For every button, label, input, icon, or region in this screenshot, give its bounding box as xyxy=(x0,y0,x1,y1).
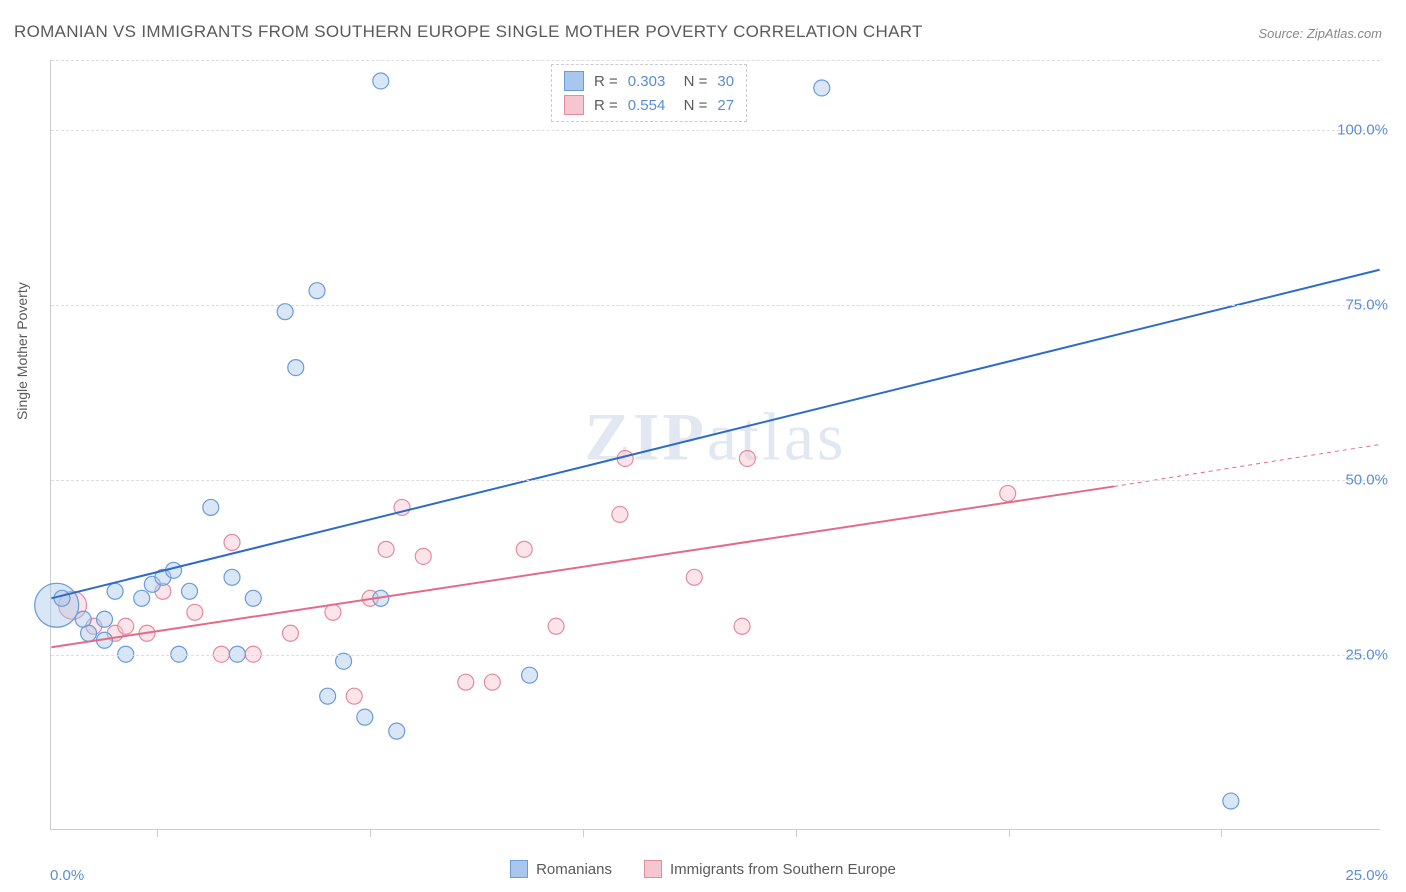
data-point xyxy=(1000,485,1016,501)
legend-series-label: Romanians xyxy=(536,861,612,878)
data-point xyxy=(107,583,123,599)
data-point xyxy=(118,618,134,634)
data-point xyxy=(245,590,261,606)
data-point xyxy=(522,667,538,683)
data-point xyxy=(1223,793,1239,809)
x-tick xyxy=(1221,829,1222,837)
x-tick xyxy=(1009,829,1010,837)
data-point xyxy=(282,625,298,641)
gridline xyxy=(51,655,1380,656)
x-tick xyxy=(796,829,797,837)
data-point xyxy=(203,499,219,515)
data-point xyxy=(484,674,500,690)
data-point xyxy=(277,304,293,320)
data-point xyxy=(320,688,336,704)
data-point xyxy=(182,583,198,599)
data-point xyxy=(346,688,362,704)
data-point xyxy=(97,611,113,627)
y-tick-label: 50.0% xyxy=(1345,472,1388,489)
data-point xyxy=(81,625,97,641)
data-point xyxy=(686,569,702,585)
data-point xyxy=(458,674,474,690)
trend-line-a xyxy=(51,270,1379,599)
data-point xyxy=(224,569,240,585)
data-point xyxy=(739,450,755,466)
source-label: Source: ZipAtlas.com xyxy=(1258,26,1382,41)
legend-swatch xyxy=(644,860,662,878)
data-point xyxy=(373,73,389,89)
data-point xyxy=(516,541,532,557)
data-point xyxy=(54,590,70,606)
y-tick-label: 25.0% xyxy=(1345,647,1388,664)
data-point xyxy=(357,709,373,725)
x-tick xyxy=(157,829,158,837)
y-tick-label: 100.0% xyxy=(1337,122,1388,139)
data-point xyxy=(378,541,394,557)
series-legend: Romanians Immigrants from Southern Europe xyxy=(0,860,1406,882)
data-point xyxy=(612,506,628,522)
data-point xyxy=(734,618,750,634)
data-point xyxy=(548,618,564,634)
plot-area: ZIPatlas R =0.303 N =30R =0.554 N =27 xyxy=(50,60,1380,830)
legend-item: Romanians xyxy=(510,860,612,878)
data-point xyxy=(814,80,830,96)
y-tick-label: 75.0% xyxy=(1345,297,1388,314)
data-point xyxy=(325,604,341,620)
x-tick xyxy=(370,829,371,837)
data-point xyxy=(415,548,431,564)
data-point xyxy=(309,283,325,299)
scatter-svg xyxy=(51,60,1380,829)
gridline xyxy=(51,305,1380,306)
data-point xyxy=(187,604,203,620)
data-point xyxy=(389,723,405,739)
gridline xyxy=(51,130,1380,131)
gridline xyxy=(51,60,1380,61)
data-point xyxy=(288,360,304,376)
data-point xyxy=(134,590,150,606)
chart-title: ROMANIAN VS IMMIGRANTS FROM SOUTHERN EUR… xyxy=(14,22,923,42)
legend-item: Immigrants from Southern Europe xyxy=(644,860,896,878)
x-tick xyxy=(583,829,584,837)
data-point xyxy=(35,583,79,627)
gridline xyxy=(51,480,1380,481)
legend-series-label: Immigrants from Southern Europe xyxy=(670,861,896,878)
y-axis-label: Single Mother Poverty xyxy=(14,282,30,420)
data-point xyxy=(224,534,240,550)
legend-swatch xyxy=(510,860,528,878)
